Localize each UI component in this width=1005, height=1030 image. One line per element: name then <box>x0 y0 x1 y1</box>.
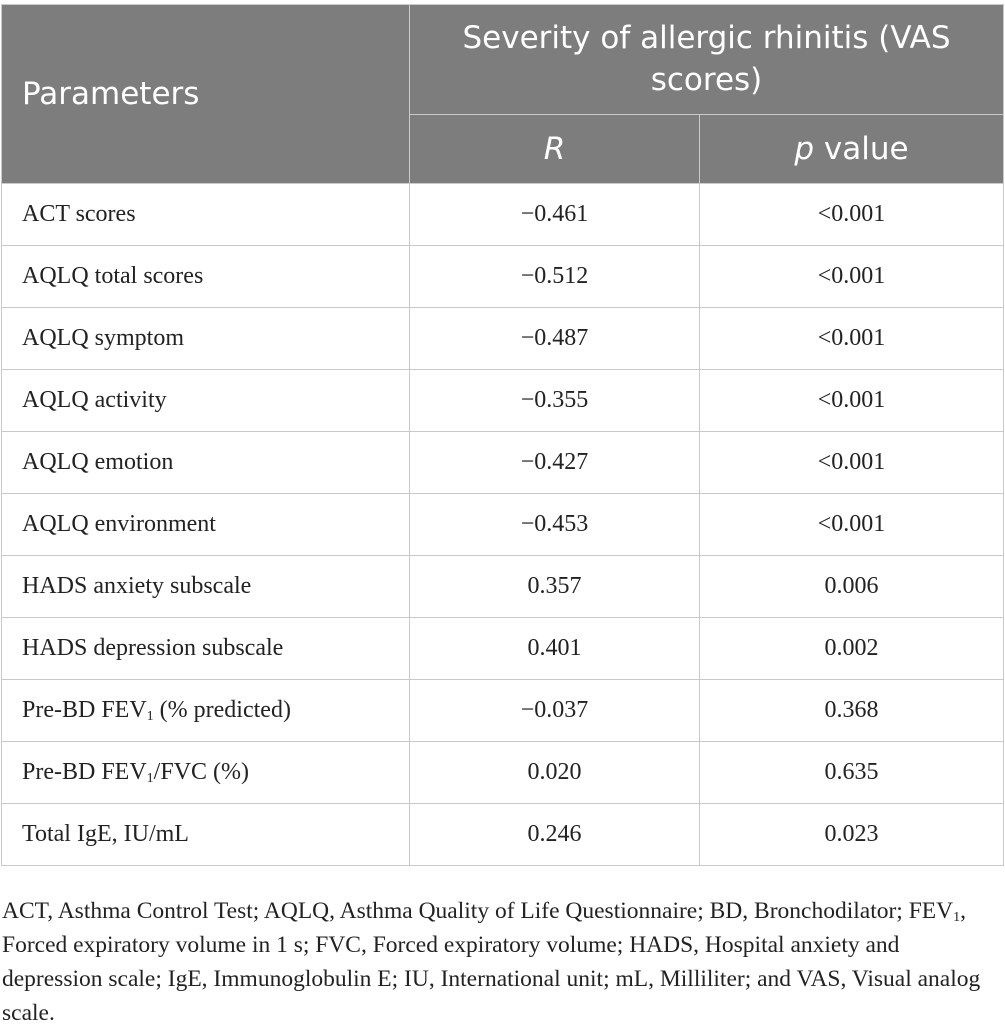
p-value: <0.001 <box>698 307 1005 370</box>
footnote-subscript: 1 <box>953 909 961 925</box>
footnote-part1: ACT, Asthma Control Test; AQLQ, Asthma Q… <box>2 897 954 924</box>
r-value: −0.355 <box>409 369 700 432</box>
parameter-name: AQLQ activity <box>1 369 410 432</box>
table-row: AQLQ environment −0.453 <0.001 <box>1 493 1005 556</box>
p-value: 0.635 <box>698 741 1005 804</box>
p-value: 0.006 <box>698 555 1005 618</box>
table-row: HADS anxiety subscale 0.357 0.006 <box>1 555 1005 618</box>
p-label: p <box>794 130 815 167</box>
severity-group-header: Severity of allergic rhinitis (VAS score… <box>408 4 1005 115</box>
r-value: −0.461 <box>409 183 700 246</box>
table-row: AQLQ activity −0.355 <0.001 <box>1 369 1005 432</box>
subscript: 1 <box>146 771 154 786</box>
parameter-name: HADS depression subscale <box>1 617 410 680</box>
r-value: 0.401 <box>409 617 700 680</box>
p-value: <0.001 <box>698 183 1005 246</box>
name-prefix: Pre-BD FEV <box>22 759 147 785</box>
parameter-name: AQLQ symptom <box>1 307 410 370</box>
p-value: 0.002 <box>698 617 1005 680</box>
parameters-header: Parameters <box>1 4 410 184</box>
parameter-name: AQLQ total scores <box>1 245 410 308</box>
value-label: value <box>814 130 909 167</box>
p-value: 0.023 <box>698 803 1005 866</box>
table-row: Pre-BD FEV1 (% predicted) −0.037 0.368 <box>1 679 1005 742</box>
r-column-header: R <box>409 113 700 185</box>
subscript: 1 <box>146 709 154 724</box>
footnote-part2: , Forced expiratory volume in 1 s; FVC, … <box>2 897 981 1026</box>
p-value: 0.368 <box>698 679 1005 742</box>
parameter-name: Pre-BD FEV1 (% predicted) <box>1 679 410 742</box>
r-label: R <box>543 130 566 167</box>
table-row: AQLQ symptom −0.487 <0.001 <box>1 307 1005 370</box>
p-value-column-header: p value <box>698 113 1005 185</box>
name-suffix: (% predicted) <box>153 697 291 723</box>
parameter-name: ACT scores <box>1 183 410 246</box>
table-row: AQLQ emotion −0.427 <0.001 <box>1 431 1005 494</box>
table-row: Pre-BD FEV1/FVC (%) 0.020 0.635 <box>1 741 1005 804</box>
name-suffix: /FVC (%) <box>153 759 250 785</box>
parameter-name: Pre-BD FEV1/FVC (%) <box>1 741 410 804</box>
results-table: Parameters Severity of allergic rhinitis… <box>1 4 1005 866</box>
parameter-name: AQLQ emotion <box>1 431 410 494</box>
r-value: −0.453 <box>409 493 700 556</box>
p-value: <0.001 <box>698 245 1005 308</box>
r-value: −0.512 <box>409 245 700 308</box>
r-value: 0.357 <box>409 555 700 618</box>
name-prefix: Pre-BD FEV <box>22 697 147 723</box>
parameter-name: AQLQ environment <box>1 493 410 556</box>
table-body: ACT scores −0.461 <0.001 AQLQ total scor… <box>1 183 1005 866</box>
table-header: Parameters Severity of allergic rhinitis… <box>1 4 1005 185</box>
r-value: 0.020 <box>409 741 700 804</box>
r-value: −0.427 <box>409 431 700 494</box>
p-value: <0.001 <box>698 431 1005 494</box>
table-row: HADS depression subscale 0.401 0.002 <box>1 617 1005 680</box>
r-value: −0.037 <box>409 679 700 742</box>
r-value: 0.246 <box>409 803 700 866</box>
parameter-name: Total IgE, IU/mL <box>1 803 410 866</box>
p-value: <0.001 <box>698 493 1005 556</box>
table-row: Total IgE, IU/mL 0.246 0.023 <box>1 803 1005 866</box>
r-value: −0.487 <box>409 307 700 370</box>
table-row: AQLQ total scores −0.512 <0.001 <box>1 245 1005 308</box>
p-value: <0.001 <box>698 369 1005 432</box>
parameter-name: HADS anxiety subscale <box>1 555 410 618</box>
table-row: ACT scores −0.461 <0.001 <box>1 183 1005 246</box>
table-footnote: ACT, Asthma Control Test; AQLQ, Asthma Q… <box>2 894 997 1030</box>
